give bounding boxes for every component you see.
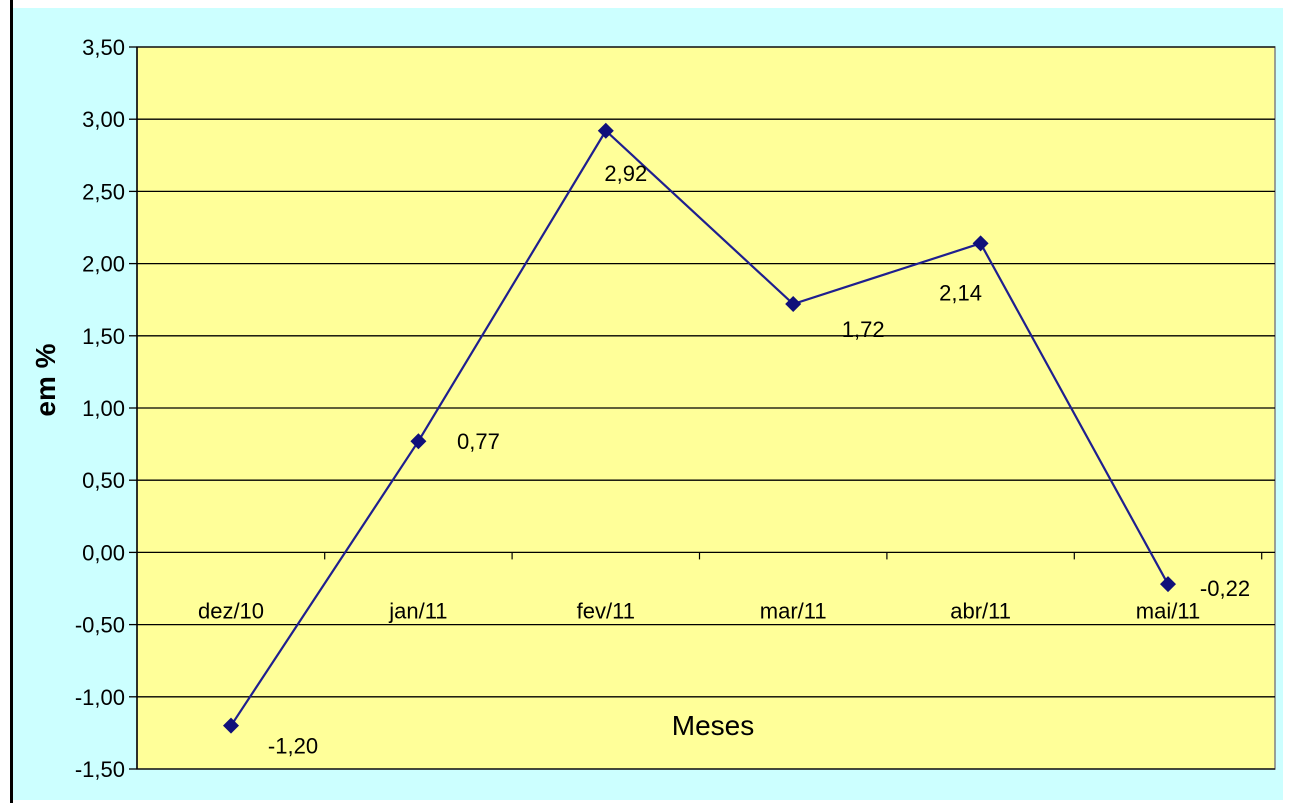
- y-tick-label: 0,50: [82, 468, 125, 493]
- x-tick-label: mai/11: [1136, 598, 1200, 623]
- y-tick-label: 1,00: [82, 396, 125, 421]
- y-tick-label: 3,00: [82, 107, 125, 132]
- y-axis-label: em %: [30, 343, 61, 416]
- data-point: [223, 717, 239, 734]
- data-point: [410, 433, 427, 450]
- data-label: 0,77: [457, 429, 500, 454]
- data-labels: -1,20 0,77 2,92 1,72 2,14 -0,22: [268, 161, 1250, 759]
- data-point: [597, 122, 614, 139]
- gridlines: [137, 46, 1275, 770]
- y-tick-label: 2,00: [82, 252, 125, 277]
- y-tick-label: -0,50: [75, 613, 125, 638]
- x-tick-label: dez/10: [198, 598, 264, 623]
- y-tick-label: 2,50: [82, 179, 125, 204]
- x-axis-categories: dez/10 jan/11 fev/11 mar/11 abr/11 mai/11: [198, 552, 1263, 623]
- y-tick-label: -1,00: [75, 685, 125, 710]
- x-tick-label: jan/11: [388, 598, 447, 623]
- data-label: 2,92: [604, 161, 647, 186]
- x-axis-label: Meses: [672, 710, 754, 741]
- data-label: -1,20: [268, 734, 318, 759]
- y-tick-label: 3,50: [82, 35, 125, 60]
- data-point: [1160, 576, 1176, 593]
- y-tick-label: 0,00: [82, 540, 125, 565]
- series-line: [230, 129, 1169, 727]
- x-tick-label: abr/11: [950, 598, 1011, 623]
- data-point: [785, 296, 802, 313]
- data-label: -0,22: [1200, 576, 1250, 601]
- y-axis: 3,50 3,00 2,50 2,00 1,50 1,00 0,50 0,00 -0,50 -1,…: [75, 35, 138, 782]
- data-point: [972, 235, 989, 252]
- left-rule: [10, 0, 13, 803]
- data-label: 2,14: [939, 280, 982, 305]
- x-tick-label: mar/11: [760, 598, 827, 623]
- series-markers: [223, 122, 1176, 734]
- x-tick-label: fev/11: [577, 598, 635, 623]
- y-tick-label: -1,50: [75, 757, 125, 782]
- y-tick-label: 1,50: [82, 324, 125, 349]
- data-label: 1,72: [842, 317, 885, 342]
